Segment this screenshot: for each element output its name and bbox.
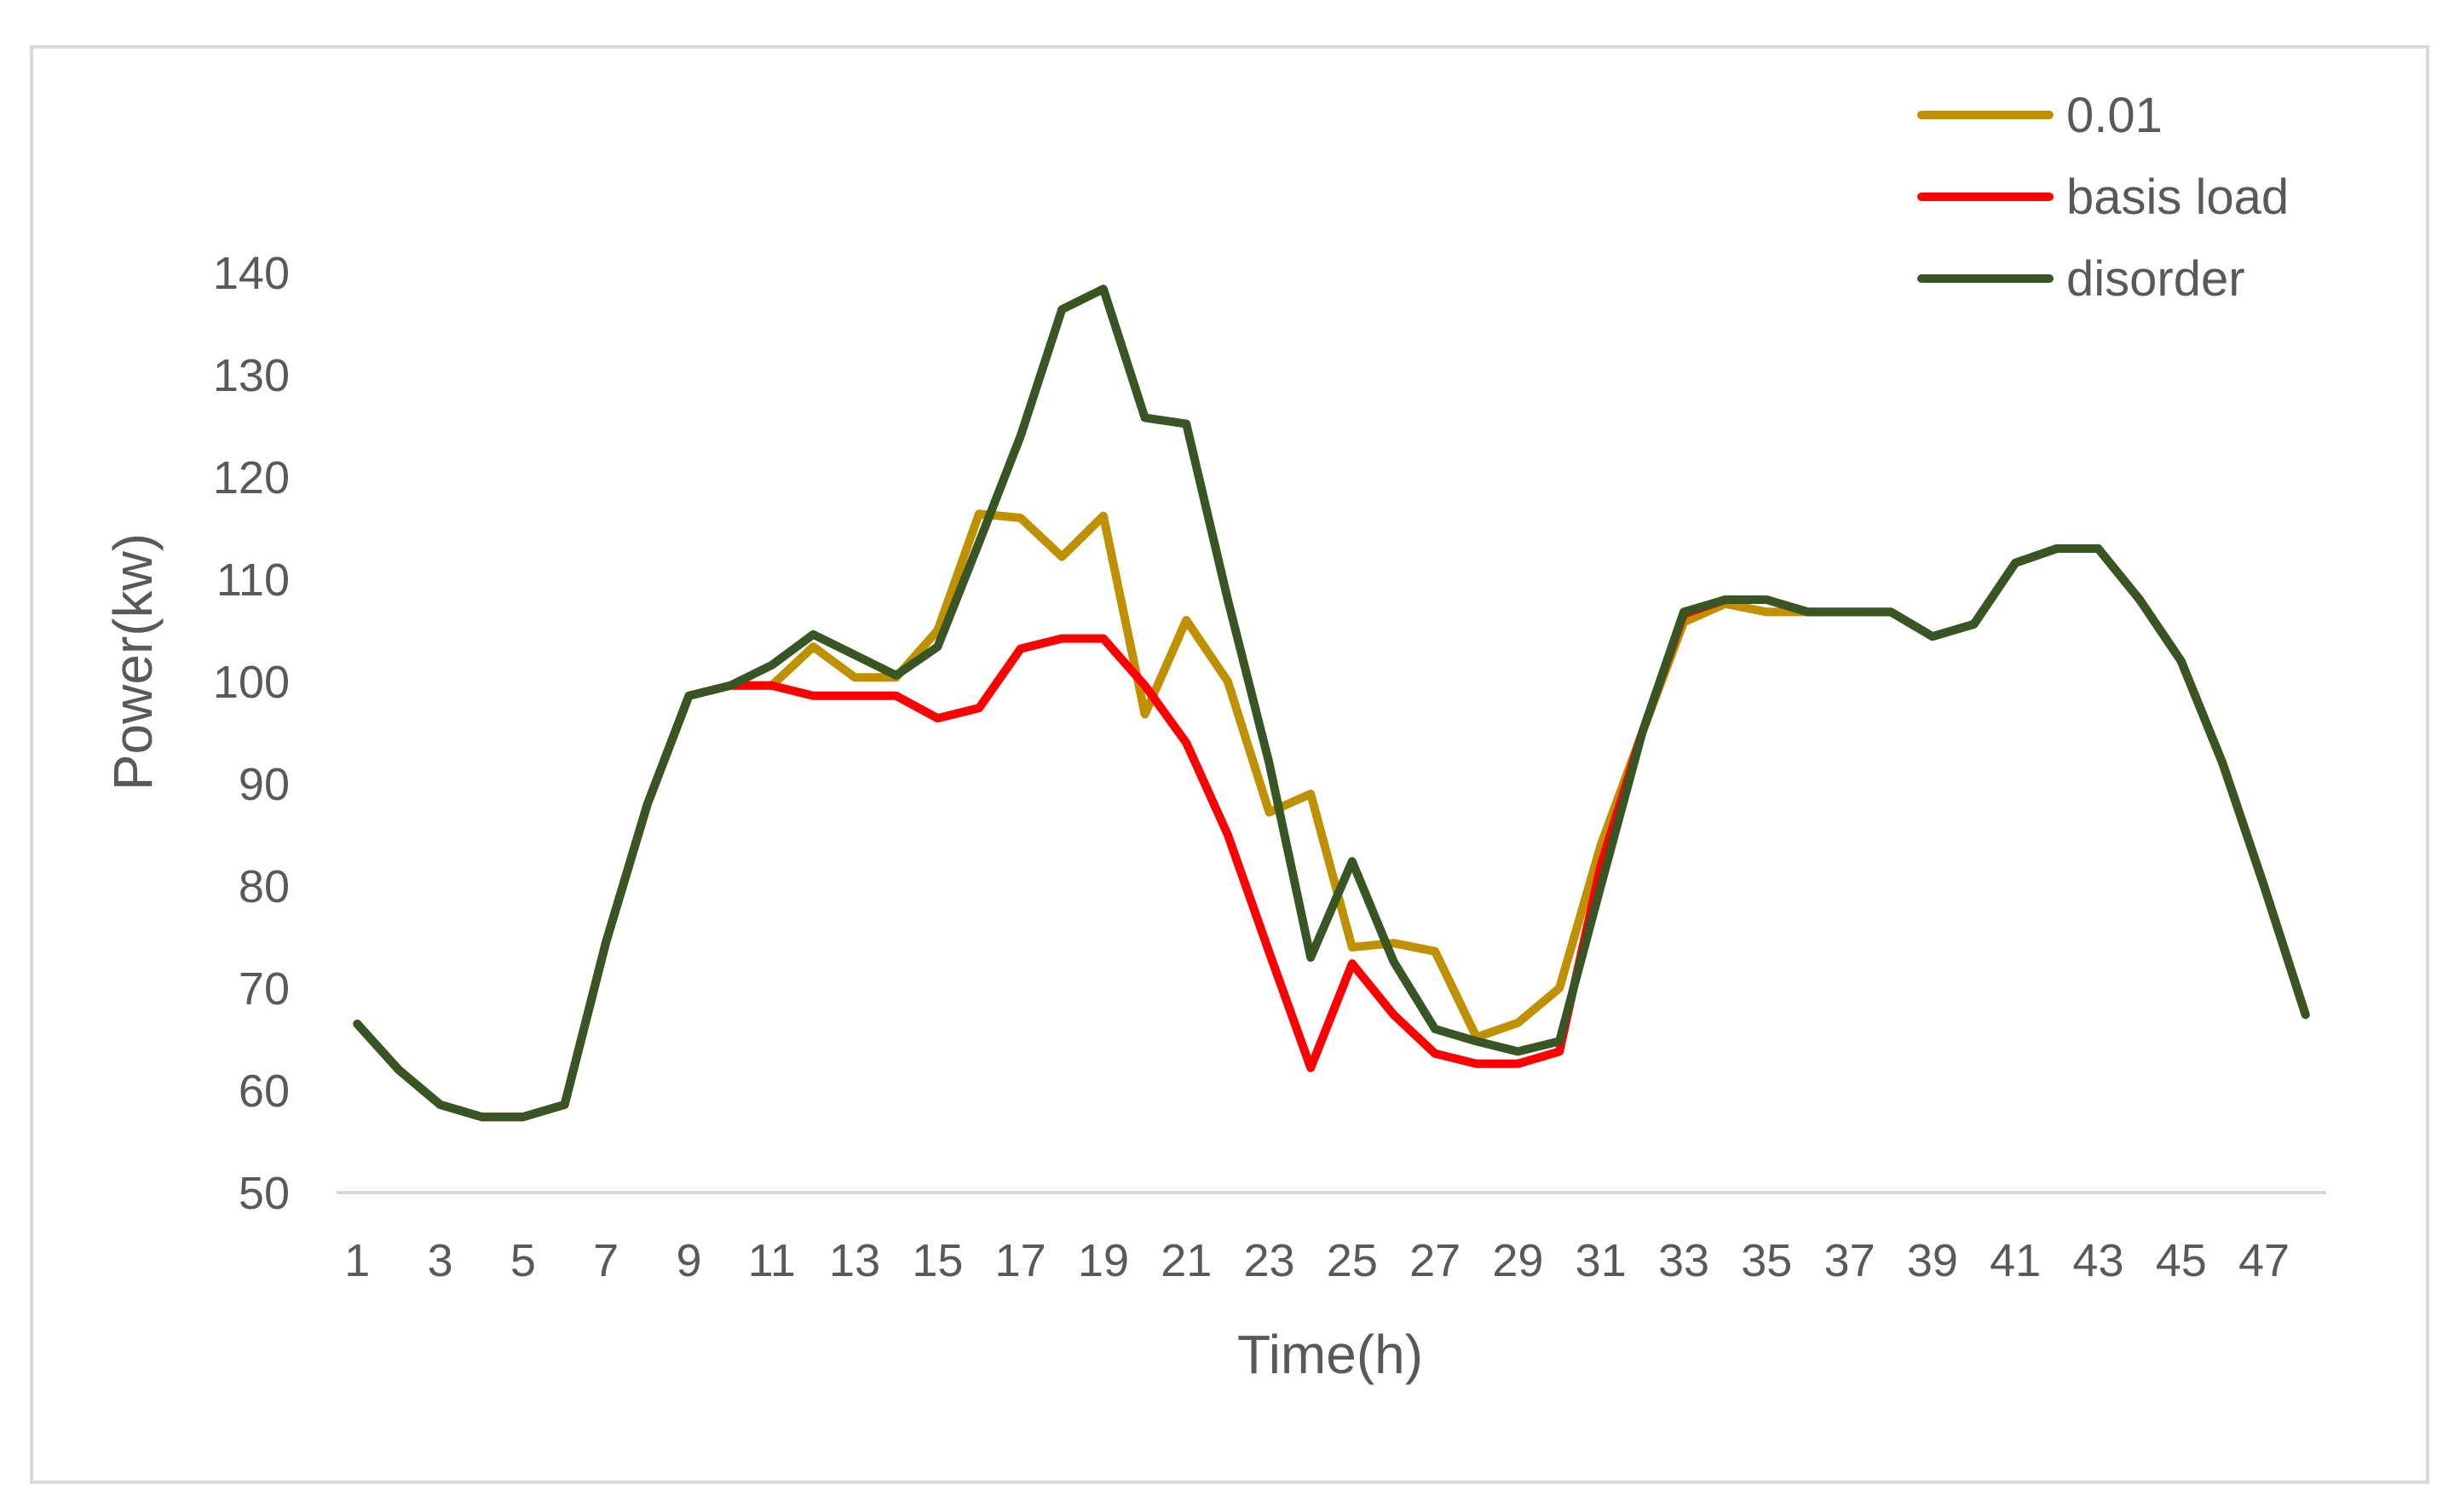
x-tick-label: 27 — [1409, 1235, 1460, 1286]
chart-border — [30, 45, 2429, 1484]
x-tick-label: 23 — [1243, 1235, 1294, 1286]
x-tick-label: 37 — [1824, 1235, 1875, 1286]
y-tick-label: 70 — [239, 963, 290, 1015]
x-tick-label: 29 — [1492, 1235, 1543, 1286]
y-tick-label: 90 — [239, 759, 290, 810]
x-tick-label: 19 — [1078, 1235, 1129, 1286]
y-tick-label: 50 — [239, 1168, 290, 1219]
x-tick-label: 3 — [428, 1235, 453, 1286]
series-line-3 — [353, 285, 2310, 1122]
x-tick-label: 47 — [2238, 1235, 2290, 1286]
legend: 0.01 basis load disorder — [1917, 88, 2289, 307]
x-tick-label: 39 — [1907, 1235, 1958, 1286]
x-tick-label: 25 — [1327, 1235, 1378, 1286]
x-tick-label: 21 — [1161, 1235, 1212, 1286]
x-tick-label: 9 — [676, 1235, 701, 1286]
x-tick-label: 41 — [1990, 1235, 2041, 1286]
y-tick-label: 100 — [213, 657, 290, 708]
y-axis-title: Power(kw) — [102, 533, 164, 790]
x-tick-label: 45 — [2156, 1235, 2207, 1286]
y-tick-label: 60 — [239, 1066, 290, 1117]
y-tick-label: 140 — [213, 248, 290, 299]
x-axis-title: Time(h) — [1237, 1324, 1423, 1385]
legend-label: 0.01 — [2066, 88, 2163, 143]
y-tick-label: 80 — [239, 861, 290, 912]
x-tick-label: 43 — [2072, 1235, 2123, 1286]
x-tick-label: 11 — [748, 1235, 796, 1286]
legend-label: basis load — [2066, 170, 2289, 225]
x-tick-label: 35 — [1741, 1235, 1792, 1286]
y-tick-label: 110 — [216, 555, 290, 606]
legend-label: disorder — [2066, 251, 2245, 307]
x-tick-label: 1 — [344, 1235, 370, 1286]
x-tick-label: 5 — [510, 1235, 536, 1286]
x-tick-label: 31 — [1576, 1235, 1627, 1286]
x-tick-label: 7 — [593, 1235, 619, 1286]
x-tick-label: 13 — [829, 1235, 880, 1286]
x-tick-label: 33 — [1658, 1235, 1709, 1286]
x-tick-label: 17 — [995, 1235, 1046, 1286]
y-tick-label: 120 — [213, 452, 290, 503]
y-tick-label: 130 — [213, 350, 290, 401]
x-tick-label: 15 — [912, 1235, 963, 1286]
